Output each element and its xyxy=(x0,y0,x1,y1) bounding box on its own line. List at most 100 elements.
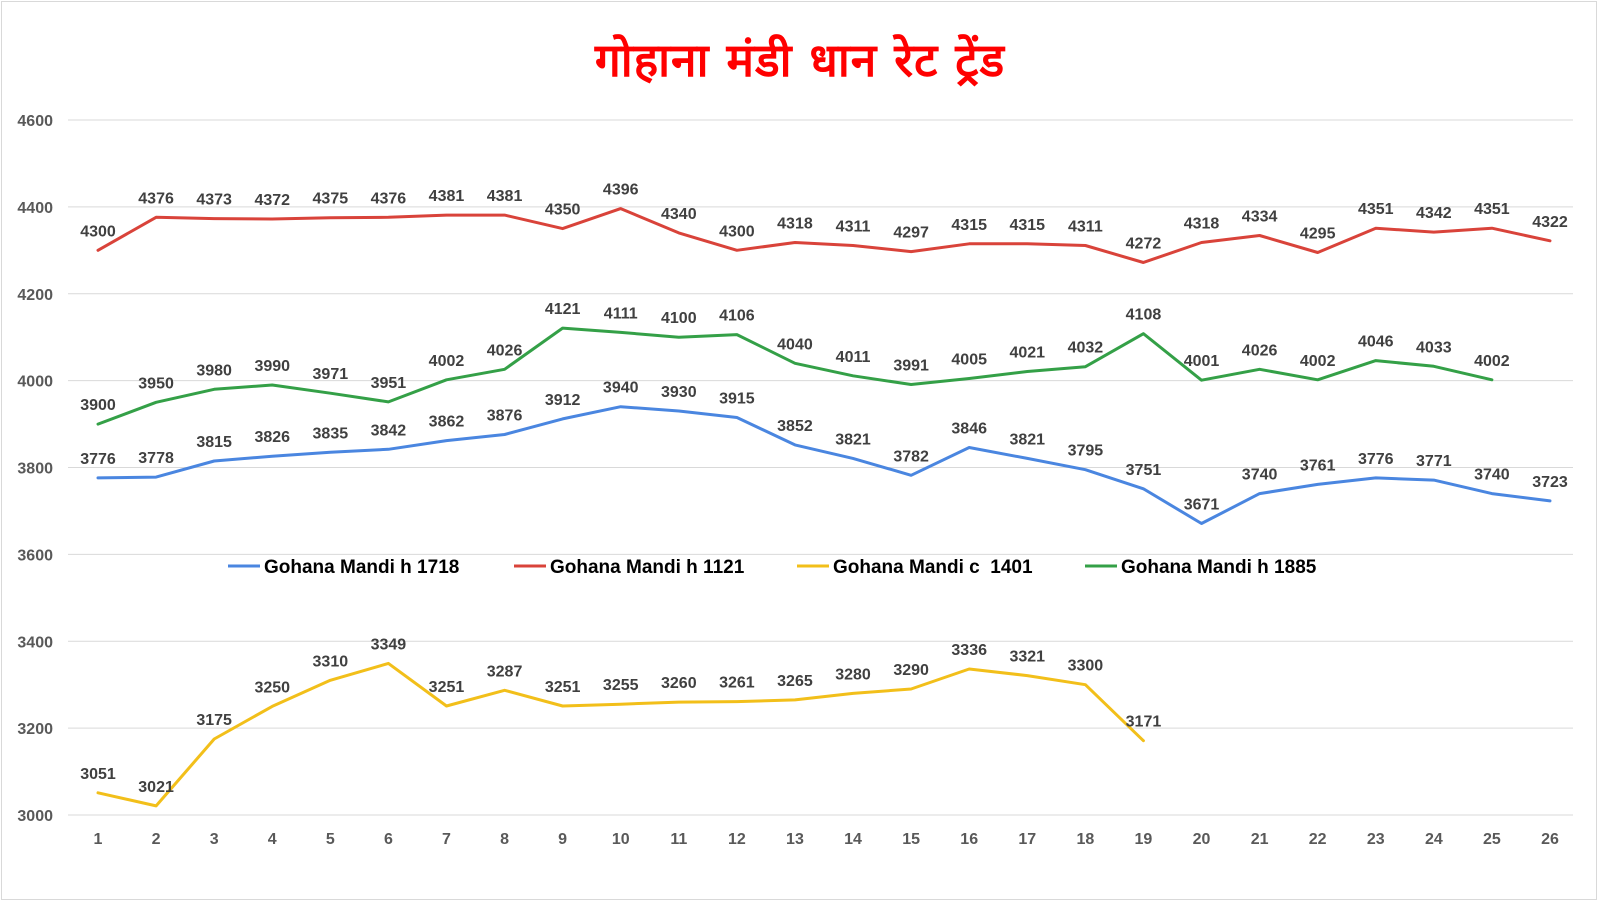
data-label: 3821 xyxy=(1009,431,1045,448)
y-tick-label: 4600 xyxy=(17,113,53,130)
data-label: 4005 xyxy=(951,351,987,368)
data-label: 3776 xyxy=(80,451,116,468)
data-label: 3751 xyxy=(1126,462,1162,479)
data-label: 3321 xyxy=(1009,649,1045,666)
data-label: 4375 xyxy=(313,191,349,208)
x-tick-label: 22 xyxy=(1309,831,1327,848)
y-tick-label: 3200 xyxy=(17,721,53,738)
data-label: 4350 xyxy=(545,202,581,219)
data-label: 4108 xyxy=(1126,307,1162,324)
x-tick-label: 7 xyxy=(442,831,451,848)
data-label: 4351 xyxy=(1358,201,1394,218)
data-label: 4297 xyxy=(893,225,929,242)
data-label: 3912 xyxy=(545,392,581,409)
data-label: 4300 xyxy=(80,223,116,240)
data-label: 3980 xyxy=(196,362,232,379)
legend-item: Gohana Mandi c 1401 xyxy=(797,557,1033,578)
legend-label: Gohana Mandi h 1718 xyxy=(264,557,459,578)
data-label: 3951 xyxy=(371,375,407,392)
data-label: 4011 xyxy=(836,349,871,366)
data-label: 4002 xyxy=(1474,353,1510,370)
y-tick-label: 3000 xyxy=(17,808,53,825)
data-label: 3940 xyxy=(603,380,639,397)
data-label: 3171 xyxy=(1126,714,1162,731)
data-label: 3175 xyxy=(196,712,232,729)
x-tick-label: 14 xyxy=(844,831,862,848)
data-label: 4322 xyxy=(1532,214,1568,231)
data-label: 4021 xyxy=(1009,345,1045,362)
y-tick-label: 3600 xyxy=(17,547,53,564)
data-label: 3950 xyxy=(138,375,174,392)
data-label: 4342 xyxy=(1416,205,1452,222)
y-tick-label: 4200 xyxy=(17,287,53,304)
data-label: 4351 xyxy=(1474,201,1510,218)
data-label: 4315 xyxy=(1009,217,1045,234)
data-label: 3900 xyxy=(80,397,116,414)
data-label: 4121 xyxy=(545,301,581,318)
data-label: 4111 xyxy=(604,305,638,322)
data-label: 4002 xyxy=(429,353,465,370)
x-tick-label: 11 xyxy=(670,831,687,848)
data-label: 3260 xyxy=(661,675,697,692)
x-tick-label: 18 xyxy=(1076,831,1094,848)
x-tick-label: 4 xyxy=(268,831,277,848)
data-label: 3930 xyxy=(661,384,697,401)
x-tick-label: 10 xyxy=(612,831,630,848)
x-tick-label: 16 xyxy=(960,831,978,848)
data-label: 3336 xyxy=(951,642,987,659)
data-label: 3795 xyxy=(1068,443,1104,460)
data-label: 3842 xyxy=(371,422,407,439)
data-label: 4311 xyxy=(1068,219,1103,236)
series-line xyxy=(96,405,1552,525)
data-label: 3971 xyxy=(313,366,349,383)
data-label: 3251 xyxy=(545,679,581,696)
data-label: 4046 xyxy=(1358,334,1394,351)
x-tick-label: 23 xyxy=(1367,831,1385,848)
series-line xyxy=(96,661,1145,808)
data-label: 3771 xyxy=(1416,453,1452,470)
data-label: 3723 xyxy=(1532,474,1568,491)
data-label: 4026 xyxy=(487,342,523,359)
x-tick-label: 12 xyxy=(728,831,746,848)
data-label: 4318 xyxy=(777,215,813,232)
data-label: 3991 xyxy=(893,358,929,375)
x-tick-label: 6 xyxy=(384,831,393,848)
data-label: 4100 xyxy=(661,310,697,327)
x-tick-label: 25 xyxy=(1483,831,1501,848)
data-label: 4376 xyxy=(371,190,407,207)
x-tick-label: 15 xyxy=(902,831,920,848)
data-label: 3265 xyxy=(777,673,813,690)
data-label: 3740 xyxy=(1242,467,1278,484)
data-label: 3990 xyxy=(254,358,290,375)
data-label: 3280 xyxy=(835,666,871,683)
data-label: 3876 xyxy=(487,407,523,424)
data-label: 3250 xyxy=(254,679,290,696)
x-tick-label: 17 xyxy=(1018,831,1036,848)
data-label: 4106 xyxy=(719,308,755,325)
data-label: 3051 xyxy=(80,766,116,783)
x-tick-label: 26 xyxy=(1541,831,1559,848)
data-label: 3815 xyxy=(196,434,232,451)
data-label: 4001 xyxy=(1184,353,1220,370)
data-label: 4272 xyxy=(1126,235,1162,252)
data-label: 3761 xyxy=(1300,457,1336,474)
data-label: 3846 xyxy=(951,421,987,438)
data-label: 3782 xyxy=(893,448,929,465)
x-tick-label: 24 xyxy=(1425,831,1443,848)
data-label: 3287 xyxy=(487,663,523,680)
x-tick-label: 13 xyxy=(786,831,804,848)
data-label: 4295 xyxy=(1300,225,1336,242)
y-tick-label: 3400 xyxy=(17,634,53,651)
data-label: 3349 xyxy=(371,636,407,653)
x-tick-label: 20 xyxy=(1193,831,1211,848)
data-label: 4381 xyxy=(487,188,523,205)
x-tick-label: 8 xyxy=(500,831,509,848)
data-label: 3255 xyxy=(603,677,639,694)
series-line xyxy=(96,207,1552,264)
data-label: 4373 xyxy=(196,192,232,209)
data-label: 4334 xyxy=(1242,209,1278,226)
data-label: 3261 xyxy=(719,675,755,692)
chart-title: गोहाना मंडी धान रेट ट्रेंड xyxy=(594,33,1006,87)
